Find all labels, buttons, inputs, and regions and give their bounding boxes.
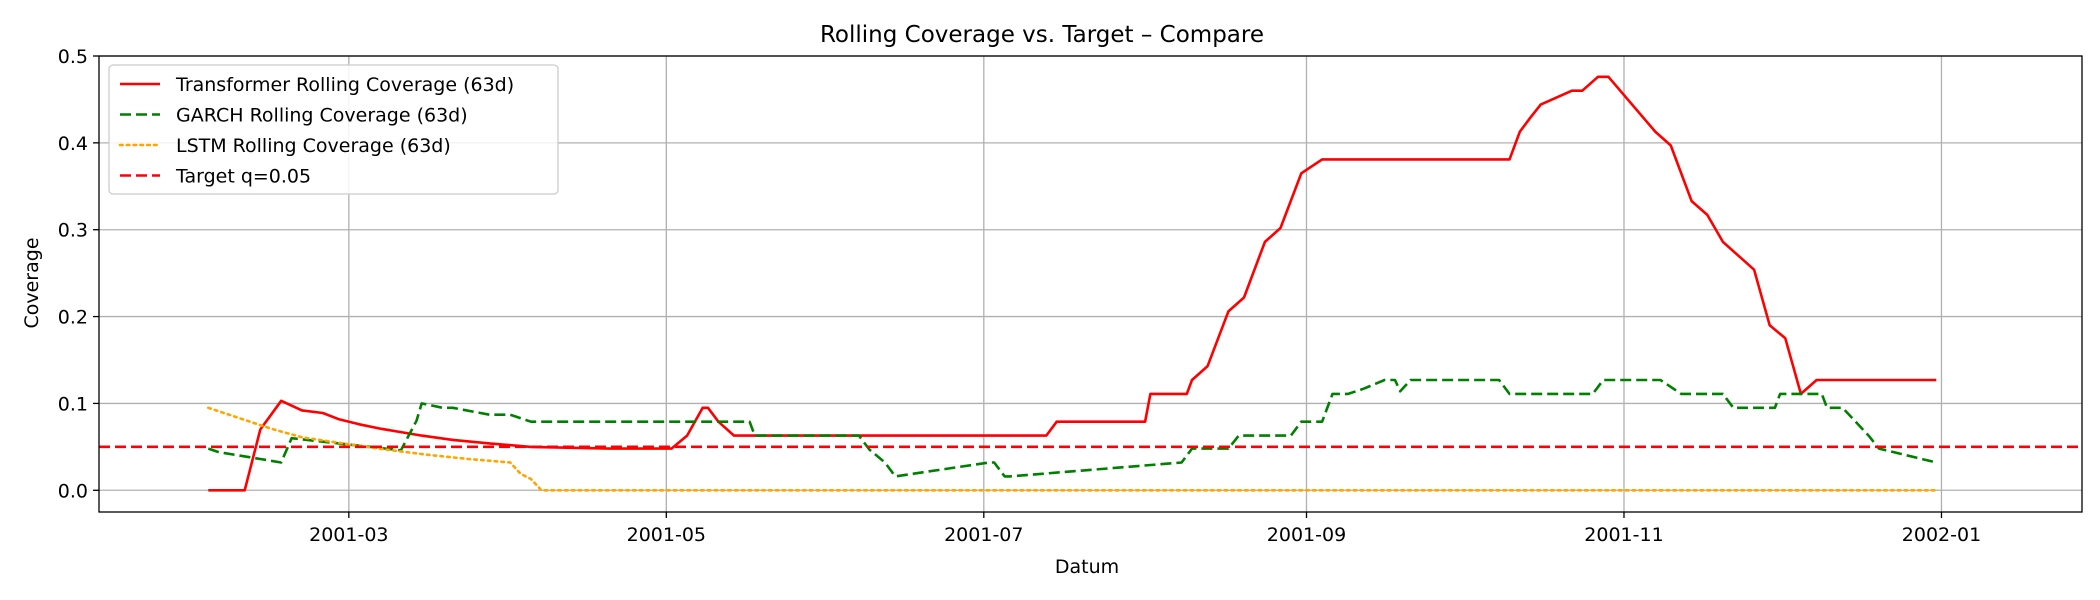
y-tick-label: 0.1 [58, 393, 88, 415]
series-layer [99, 75, 2082, 492]
legend-frame [108, 64, 559, 195]
legend-label-1: GARCH Rolling Coverage (63d) [176, 105, 468, 127]
series-line-1 [207, 378, 1937, 478]
y-tick-label: 0.0 [58, 480, 88, 502]
x-axis-label: Datum [1055, 556, 1119, 578]
axis-ticks: 2001-03 2001-05 2001-07 2001-09 2001-11 2002-… [58, 46, 1981, 546]
legend-label-2: LSTM Rolling Coverage (63d) [176, 135, 451, 157]
x-tick-label: 2001-03 [309, 524, 388, 546]
chart-title: Rolling Coverage vs. Target – Compare [820, 22, 1264, 48]
y-tick-label: 0.3 [58, 220, 88, 242]
y-tick-label: 0.5 [58, 46, 88, 68]
x-tick-label: 2002-01 [1902, 524, 1981, 546]
series-line-2 [207, 406, 1938, 492]
y-axis-label: Coverage [21, 237, 43, 328]
x-tick-label: 2001-09 [1267, 524, 1346, 546]
y-tick-label: 0.2 [58, 307, 88, 329]
x-tick-label: 2001-05 [627, 524, 706, 546]
x-tick-label: 2001-11 [1584, 524, 1663, 546]
plot-frame [98, 55, 2083, 513]
y-tick-label: 0.4 [58, 133, 88, 155]
legend: Transformer Rolling Coverage (63d) GARCH … [108, 64, 559, 195]
legend-label-3: Target q=0.05 [175, 166, 311, 188]
series-line-0 [208, 75, 1937, 492]
legend-label-0: Transformer Rolling Coverage (63d) [175, 74, 514, 96]
x-tick-label: 2001-07 [944, 524, 1023, 546]
